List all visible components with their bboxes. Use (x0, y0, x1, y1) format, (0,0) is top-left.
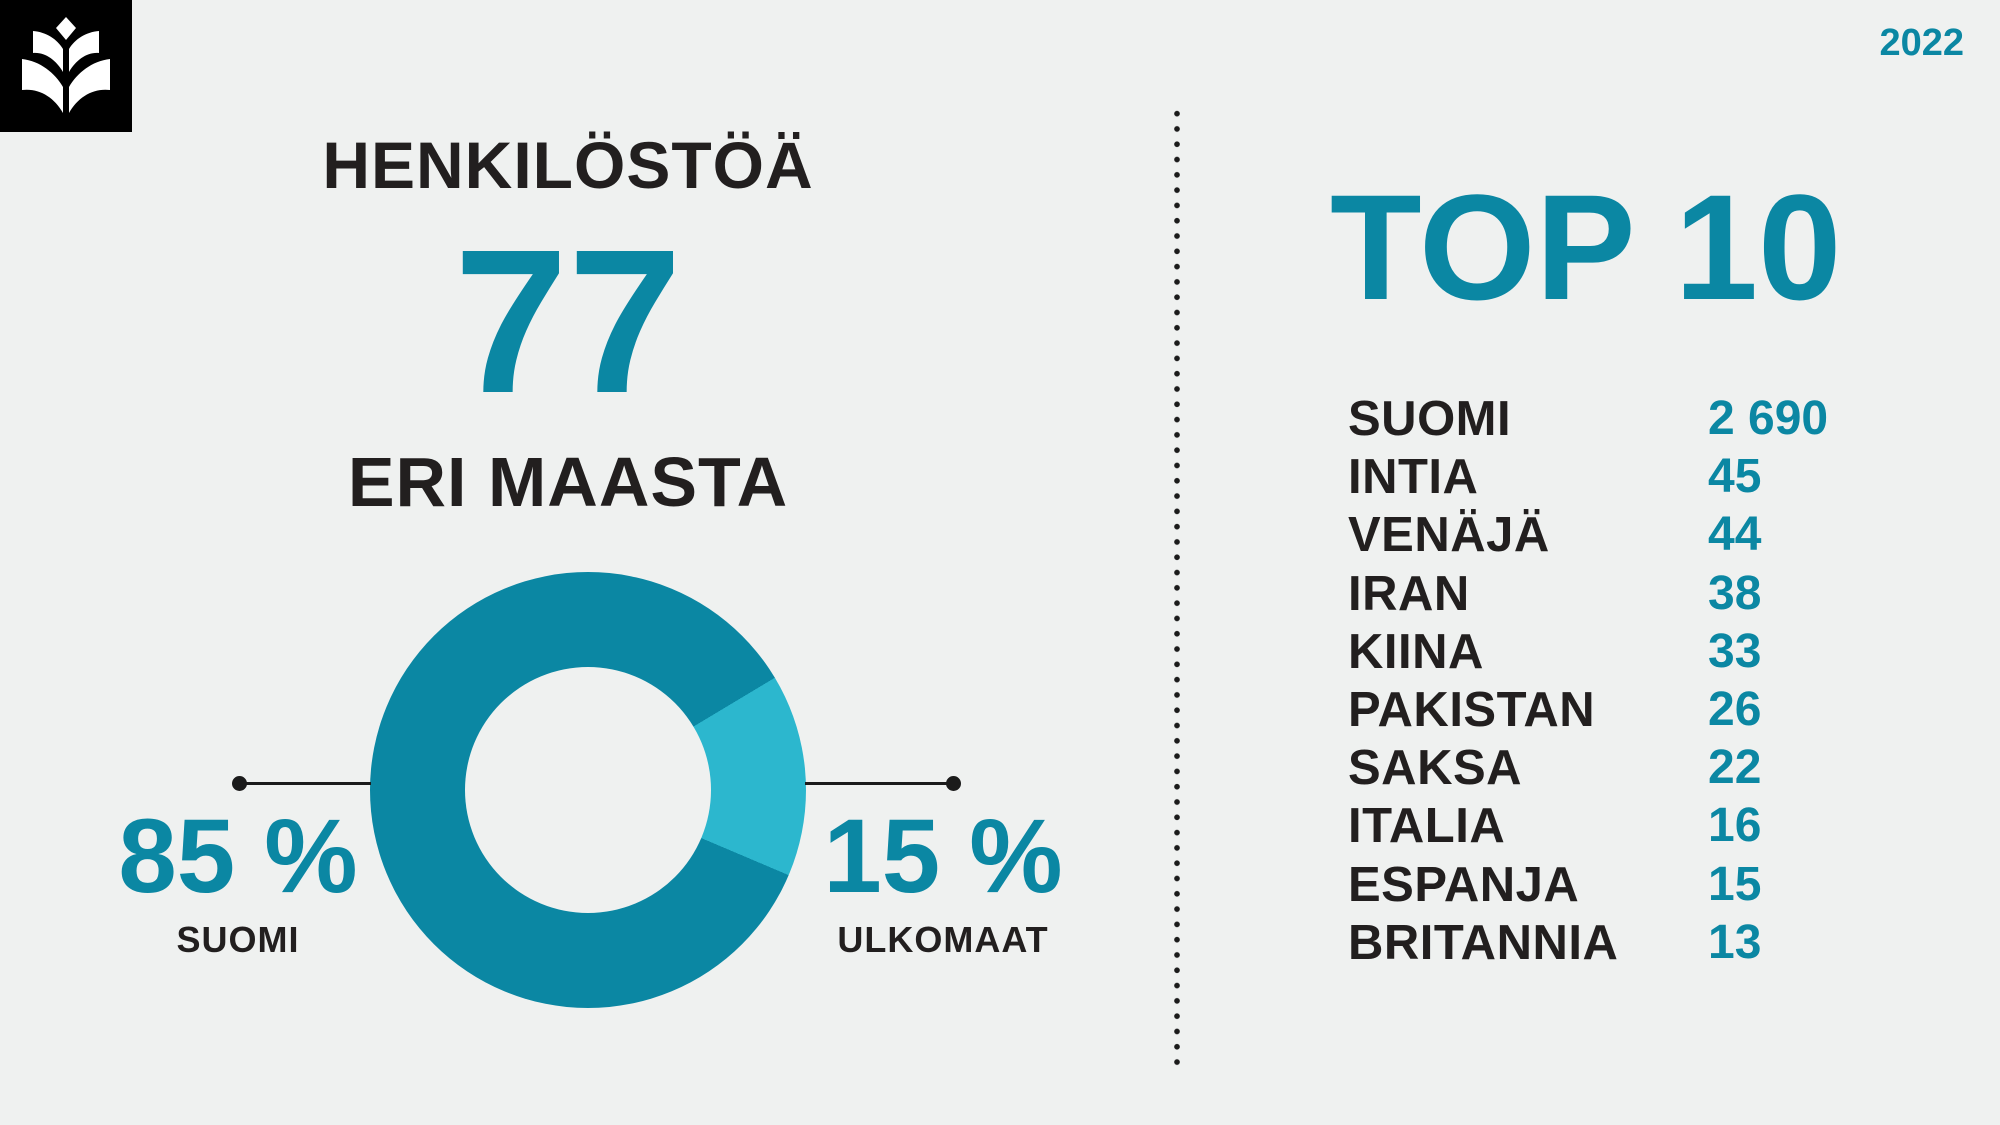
year-label: 2022 (1879, 22, 1964, 64)
donut-chart (370, 572, 806, 1008)
top10-title: TOP 10 (1330, 163, 1842, 331)
ulkomaat-percent: 15 % (823, 798, 1063, 915)
table-row: PAKISTAN 26 (1348, 681, 1908, 739)
table-row: INTIA 45 (1348, 448, 1908, 506)
country-value: 44 (1708, 508, 1762, 562)
table-row: SAKSA 22 (1348, 739, 1908, 797)
country-value: 45 (1708, 450, 1762, 504)
table-row: SUOMI 2 690 (1348, 390, 1908, 448)
leader-line-right (805, 776, 961, 791)
country-value: 15 (1708, 857, 1762, 911)
country-value: 38 (1708, 566, 1762, 620)
personnel-count: 77 (453, 207, 683, 436)
country-label: IRAN (1348, 566, 1470, 621)
country-label: VENÄJÄ (1348, 508, 1550, 563)
country-label: INTIA (1348, 450, 1479, 505)
table-row: IRAN 38 (1348, 565, 1908, 623)
table-row: ITALIA 16 (1348, 797, 1908, 855)
country-label: KIINA (1348, 624, 1484, 679)
suomi-percent: 85 % (118, 798, 358, 915)
logo (0, 0, 132, 132)
dotted-divider (1174, 106, 1180, 1070)
personnel-title: HENKILÖSTÖÄ (322, 128, 814, 202)
country-value: 13 (1708, 915, 1762, 969)
country-label: SAKSA (1348, 741, 1523, 796)
country-value: 33 (1708, 624, 1762, 678)
country-label: ESPANJA (1348, 857, 1580, 912)
country-value: 26 (1708, 682, 1762, 736)
country-label: PAKISTAN (1348, 682, 1596, 737)
table-row: ESPANJA 15 (1348, 856, 1908, 914)
country-label: ITALIA (1348, 799, 1506, 854)
leader-dot-right (946, 776, 961, 791)
donut-hole (465, 667, 711, 913)
top10-list: SUOMI 2 690 INTIA 45 VENÄJÄ 44 IRAN 38 K… (1348, 390, 1908, 972)
personnel-subtitle: ERI MAASTA (347, 443, 789, 521)
country-value: 16 (1708, 799, 1762, 853)
book-plant-logo-icon (0, 0, 132, 132)
country-value: 2 690 (1708, 392, 1829, 445)
country-label: SUOMI (1348, 392, 1512, 446)
ulkomaat-label: ULKOMAAT (837, 919, 1049, 960)
table-row: VENÄJÄ 44 (1348, 506, 1908, 564)
suomi-label: SUOMI (176, 919, 300, 960)
country-value: 22 (1708, 741, 1762, 795)
table-row: KIINA 33 (1348, 623, 1908, 681)
leader-line-left (232, 776, 371, 791)
leader-dot-left (232, 776, 247, 791)
country-label: BRITANNIA (1348, 915, 1619, 970)
table-row: BRITANNIA 13 (1348, 914, 1908, 972)
